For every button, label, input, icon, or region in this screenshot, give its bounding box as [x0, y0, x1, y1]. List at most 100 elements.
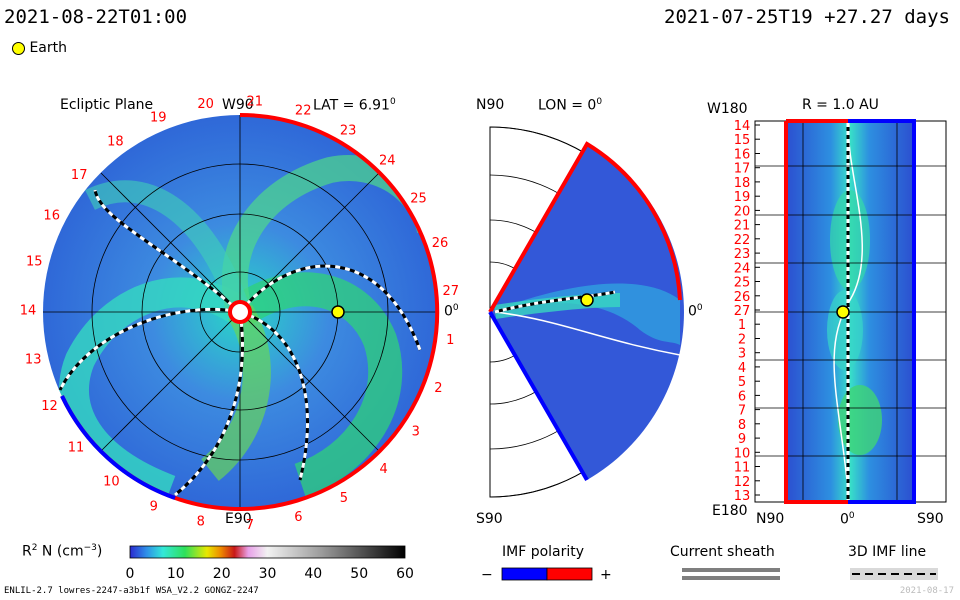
meridional-right-label: 00	[688, 303, 703, 320]
radial-row-label: 6	[738, 389, 746, 404]
meridional-plot	[488, 126, 684, 498]
colorbar: 0 10 20 30 40 50 60	[126, 545, 414, 582]
radial-row-label: 19	[734, 190, 751, 205]
radial-row-label: 16	[734, 148, 751, 163]
ecliptic-right-label: 00	[444, 303, 459, 320]
ecliptic-top-label: W90	[222, 97, 254, 113]
carrington-label: 15	[26, 255, 43, 270]
radial-x-left: N90	[756, 511, 785, 527]
colorbar-tick-label: 40	[304, 566, 322, 582]
ecliptic-bottom-label: E90	[225, 511, 252, 527]
colorbar-tick-label: 50	[350, 566, 368, 582]
radial-negative-edge	[848, 119, 916, 504]
carrington-label: 7	[246, 518, 254, 533]
ecliptic-imf-lines	[58, 189, 422, 497]
radial-row-label: 27	[734, 304, 751, 319]
imf-polarity-title: IMF polarity	[502, 544, 585, 560]
meridional-current-sheath	[494, 311, 681, 356]
earth-legend-label: Earth	[29, 40, 67, 56]
earth-marker-icon	[12, 41, 25, 55]
radial-row-labels: 1415161718192021222324252627123456789101…	[734, 119, 760, 504]
colorbar-ticks: 0 10 20 30 40 50 60	[126, 566, 414, 582]
radial-row-label: 5	[738, 375, 746, 390]
carrington-label: 4	[380, 462, 388, 477]
earth-legend: Earth	[12, 40, 67, 56]
radial-row-label: 21	[734, 219, 751, 234]
footer-date: 2021-08-17	[899, 586, 954, 596]
earth-icon	[836, 305, 850, 319]
radial-row-label: 26	[734, 290, 751, 305]
radial-row-label: 11	[734, 461, 751, 476]
ecliptic-lat-label: LAT = 6.910	[313, 97, 396, 114]
carrington-label: 1	[446, 333, 454, 348]
meridional-negative-edge	[488, 310, 589, 482]
colorbar-tick-label: 10	[167, 566, 185, 582]
radial-row-label: 13	[734, 489, 751, 504]
meridional-positive-arc	[488, 141, 682, 314]
carrington-label: 12	[41, 399, 58, 414]
radial-positive-edge	[784, 121, 848, 504]
earth-icon	[580, 293, 594, 307]
radial-row-label: 15	[734, 133, 751, 148]
carrington-label: 22	[295, 104, 312, 119]
imf-positive-swatch	[546, 567, 593, 581]
carrington-label: 11	[68, 440, 85, 455]
carrington-label: 5	[340, 491, 348, 506]
current-sheath-legend	[682, 568, 780, 580]
footer-model-info: ENLIL-2.7 lowres-2247-a3b1f WSA_V2.2 GON…	[4, 586, 259, 596]
imf-negative-swatch	[501, 567, 548, 581]
carrington-label: 27	[443, 284, 460, 299]
radial-row-label: 22	[734, 233, 751, 248]
carrington-label: 17	[71, 168, 88, 183]
carrington-label: 3	[412, 425, 420, 440]
carrington-label: 23	[340, 124, 357, 139]
radial-r-label: R = 1.0 AU	[802, 97, 879, 113]
imf-minus-label: −	[481, 567, 493, 583]
ecliptic-title: Ecliptic Plane	[60, 97, 154, 113]
sun-icon	[228, 300, 252, 324]
carrington-label: 19	[150, 110, 167, 125]
carrington-label: 13	[25, 353, 42, 368]
imf3d-legend	[850, 568, 938, 580]
radial-row-label: 17	[734, 162, 751, 177]
carrington-label: 14	[20, 304, 37, 319]
colorbar-tick-label: 30	[259, 566, 277, 582]
radial-row-label: 24	[734, 261, 751, 276]
radial-row-label: 3	[738, 347, 746, 362]
colorbar-label: R2 N (cm−3)	[22, 543, 103, 560]
radial-row-label: 20	[734, 204, 751, 219]
ecliptic-negative-polarity-arc	[60, 395, 176, 500]
carrington-label: 8	[197, 514, 205, 529]
carrington-label: 25	[410, 192, 427, 207]
radial-row-label: 14	[734, 119, 751, 134]
radial-bottom-label: E180	[712, 503, 748, 519]
colorbar-tick-label: 60	[396, 566, 414, 582]
radial-row-label: 23	[734, 247, 751, 262]
radial-row-label: 2	[738, 333, 746, 348]
current-sheath-title: Current sheath	[670, 544, 775, 560]
radial-x-right: S90	[917, 511, 944, 527]
radial-current-sheath	[833, 124, 863, 501]
radial-row-label: 8	[738, 418, 746, 433]
meridional-top-label: N90	[476, 97, 505, 113]
carrington-label: 24	[379, 154, 396, 169]
radial-row-label: 25	[734, 276, 751, 291]
colorbar-tick-label: 20	[213, 566, 231, 582]
radial-x-mid: 00	[840, 511, 855, 528]
radial-row-label: 9	[738, 432, 746, 447]
carrington-label: 16	[43, 209, 60, 224]
carrington-label: 10	[103, 475, 120, 490]
imf-polarity-legend	[501, 567, 593, 581]
colorbar-gradient	[129, 545, 406, 559]
meridional-lon-label: LON = 00	[538, 97, 603, 114]
radial-row-label: 12	[734, 475, 751, 490]
earth-icon	[331, 305, 345, 319]
carrington-label: 6	[294, 510, 302, 525]
carrington-label: 26	[432, 236, 449, 251]
carrington-label: 21	[247, 95, 264, 110]
carrington-label: 2	[434, 381, 442, 396]
carrington-label: 9	[150, 500, 158, 515]
imf3d-title: 3D IMF line	[848, 544, 927, 560]
